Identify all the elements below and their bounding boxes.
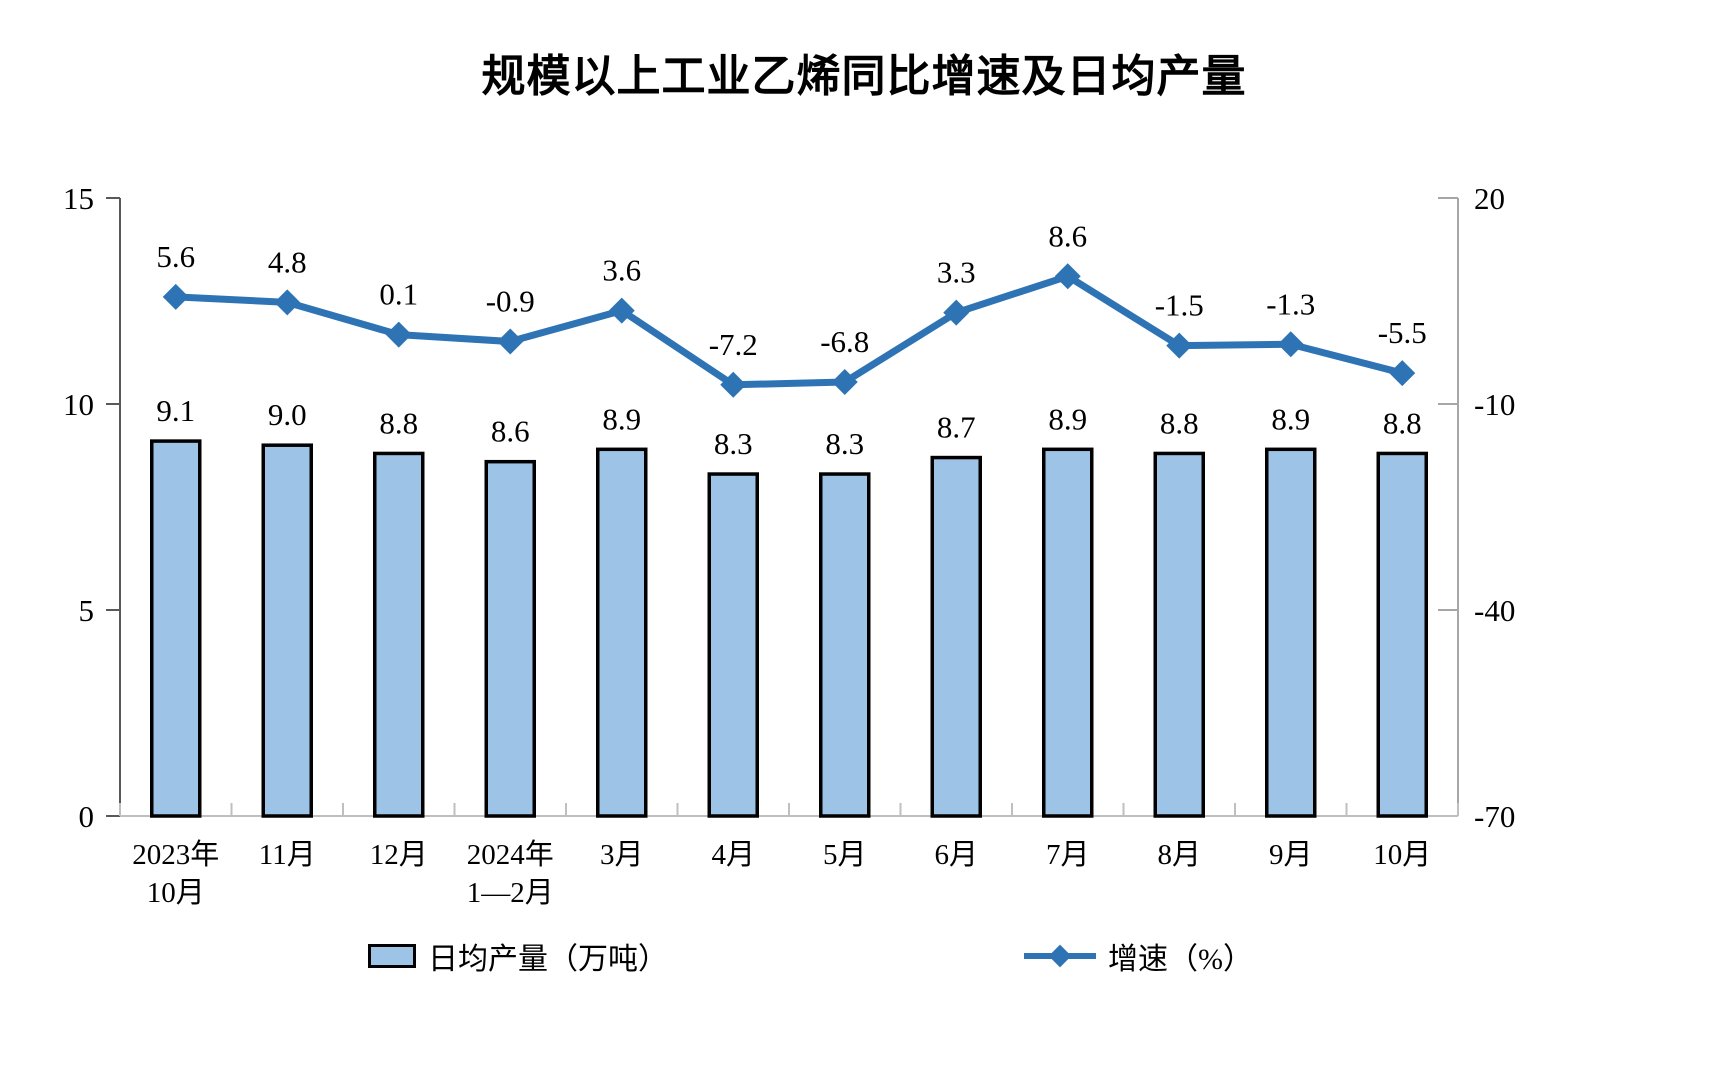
- x-axis-label: 1—2月: [467, 877, 554, 909]
- right-axis-tick-label: -40: [1474, 593, 1515, 628]
- bar-value-label: 8.8: [379, 405, 418, 440]
- chart-legend: 日均产量（万吨） 增速（%）: [0, 934, 1728, 986]
- line-marker-icon: [720, 371, 747, 398]
- bar-value-label: 8.6: [491, 414, 530, 449]
- right-axis-tick-label: 20: [1474, 181, 1505, 216]
- x-axis-label: 3月: [600, 839, 644, 871]
- x-axis-label: 7月: [1046, 839, 1090, 871]
- bar: [484, 459, 536, 818]
- x-axis-label: 4月: [711, 839, 755, 871]
- legend-label-daily-output: 日均产量（万吨）: [428, 943, 668, 976]
- left-axis-tick-label: 15: [63, 181, 94, 216]
- x-axis-label: 6月: [934, 839, 978, 871]
- bar-value-label: 8.9: [1048, 401, 1087, 436]
- right-axis-tick-label: -10: [1474, 387, 1515, 422]
- bar: [1042, 447, 1094, 818]
- x-axis-label: 9月: [1269, 839, 1313, 871]
- line-marker-icon: [608, 297, 635, 324]
- x-axis-label: 10月: [1373, 839, 1431, 871]
- line-value-label: -1.3: [1266, 286, 1315, 321]
- line-marker-icon: [1166, 332, 1193, 359]
- legend-label-growth-rate: 增速（%）: [1108, 943, 1253, 976]
- chart-title: 规模以上工业乙烯同比增速及日均产量: [481, 52, 1247, 101]
- x-axis-label: 5月: [823, 839, 867, 871]
- line-marker-icon: [1277, 331, 1304, 358]
- bar-value-label: 8.3: [714, 426, 753, 461]
- line-value-label: 4.8: [268, 244, 307, 279]
- line-value-label: -0.9: [486, 284, 535, 319]
- bar: [261, 443, 313, 818]
- x-axis-label: 8月: [1157, 839, 1201, 871]
- left-axis-tick-label: 0: [79, 799, 95, 834]
- x-axis-label: 10月: [147, 877, 205, 909]
- line-value-label: -6.8: [820, 324, 869, 359]
- line-value-label: 3.6: [602, 253, 641, 288]
- bar-value-label: 8.9: [602, 401, 641, 436]
- left-axis-tick-label: 5: [79, 593, 95, 628]
- x-axis-label: 2024年: [467, 838, 554, 871]
- line-marker-icon: [497, 328, 524, 355]
- line-marker-icon: [274, 289, 301, 316]
- line-marker-icon: [162, 283, 189, 310]
- line-marker-icon: [1054, 263, 1081, 290]
- line-value-label: -1.5: [1155, 288, 1204, 323]
- bar: [1376, 451, 1428, 818]
- line-marker-icon: [385, 321, 412, 348]
- bar-value-label: 8.8: [1383, 405, 1422, 440]
- bar: [819, 472, 871, 818]
- bar-value-label: 9.0: [268, 397, 307, 432]
- legend-item-growth-rate: 增速（%）: [1024, 934, 1253, 978]
- x-axis-label: 11月: [259, 839, 316, 871]
- bar-value-label: 8.8: [1160, 405, 1199, 440]
- bar: [1153, 451, 1205, 818]
- right-axis-tick-label: -70: [1474, 799, 1515, 834]
- left-axis-tick-label: 10: [63, 387, 94, 422]
- line-value-label: 3.3: [937, 255, 976, 290]
- bar-value-label: 8.3: [825, 426, 864, 461]
- bar-swatch-icon: [368, 944, 416, 968]
- line-swatch-icon: [1024, 943, 1096, 969]
- bar: [373, 451, 425, 818]
- line-value-label: -7.2: [709, 327, 758, 362]
- growth-line: [172, 272, 1406, 389]
- line-marker-icon: [943, 299, 970, 326]
- bar: [1265, 447, 1317, 818]
- bar: [150, 439, 202, 818]
- line-value-label: 8.6: [1048, 218, 1087, 253]
- diamond-marker-icon: [1048, 944, 1072, 968]
- x-axis-label: 2023年: [132, 838, 219, 871]
- bar-value-label: 9.1: [156, 393, 195, 428]
- bar: [707, 472, 759, 818]
- line-value-label: 5.6: [156, 239, 195, 274]
- legend-item-daily-output: 日均产量（万吨）: [368, 934, 668, 978]
- line-marker-icon: [831, 369, 858, 396]
- line-value-label: -5.5: [1378, 315, 1427, 350]
- bar: [930, 455, 982, 818]
- x-axis-label: 12月: [370, 839, 428, 871]
- bar-value-label: 8.7: [937, 410, 976, 445]
- bar: [596, 447, 648, 818]
- bar-value-label: 8.9: [1271, 401, 1310, 436]
- line-marker-icon: [1389, 360, 1416, 387]
- line-value-label: 0.1: [379, 277, 418, 312]
